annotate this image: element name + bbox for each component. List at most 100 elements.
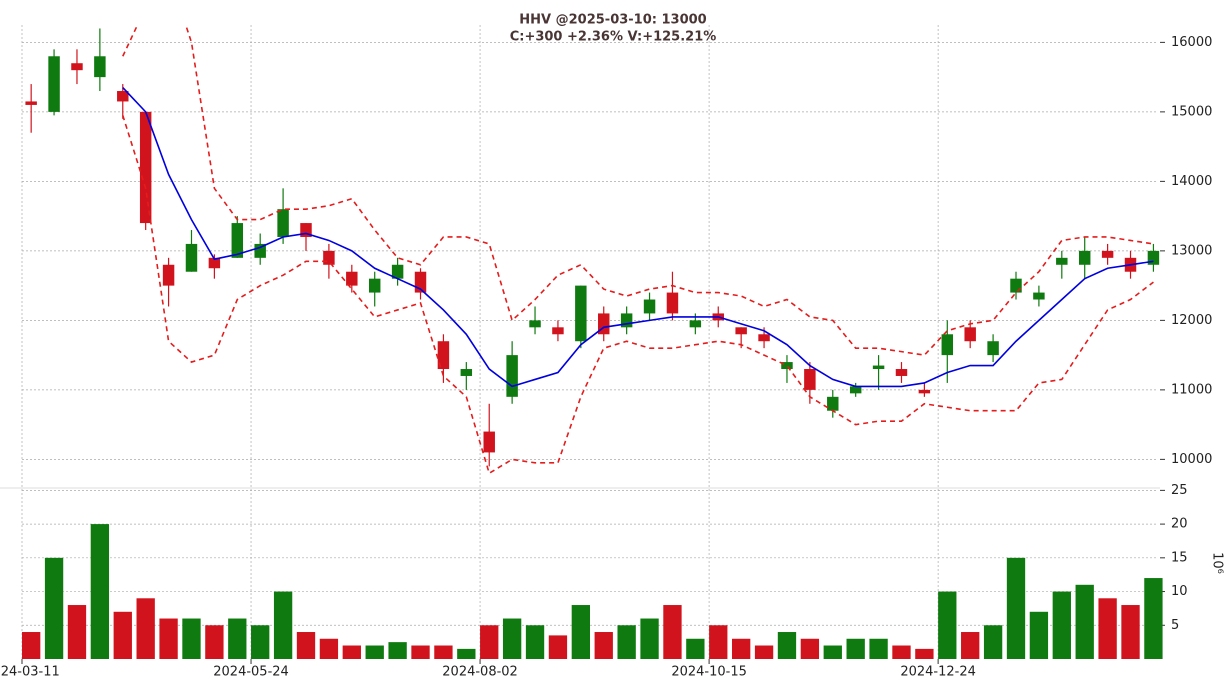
volume-bar (548, 635, 568, 659)
candle-body (506, 355, 518, 397)
candle-body (208, 257, 221, 269)
volume-bar (457, 648, 476, 659)
volume-bar (251, 625, 270, 659)
volume-bar (1029, 611, 1049, 659)
volume-bar (319, 638, 339, 659)
volume-bar (663, 605, 682, 659)
volume-bar (525, 625, 545, 659)
y-tick-label: 15000 (1171, 104, 1212, 119)
candle-body (781, 362, 793, 370)
candle-body (849, 386, 862, 394)
chart-subtitle: C:+300 +2.36% V:+125.21% (510, 30, 717, 45)
volume-bar (365, 645, 384, 659)
volume-bar (617, 625, 636, 659)
volume-bar (777, 632, 797, 659)
candle-body (689, 320, 702, 328)
volume-bar (594, 632, 613, 659)
candle-body (437, 341, 450, 370)
candle-body (987, 341, 999, 356)
volume-bar (846, 638, 865, 659)
candle-body (300, 223, 312, 237)
candle-body (71, 63, 83, 71)
candle-body (48, 56, 60, 112)
candle-body (162, 264, 175, 286)
candle-body (391, 264, 404, 279)
candle-body (346, 271, 358, 286)
y-tick-label: 11000 (1171, 382, 1212, 397)
candle-body (277, 209, 289, 237)
y-tick-label: 14000 (1171, 174, 1212, 189)
band-line (122, 25, 1154, 356)
volume-bar (434, 645, 453, 659)
volume-bar (1075, 584, 1094, 659)
volume-bar (228, 618, 247, 659)
y2-tick-label: 20 (1171, 517, 1188, 532)
candle-body (1147, 250, 1160, 265)
candle-body (185, 243, 198, 272)
candle-body (254, 243, 266, 258)
volume-bar (686, 638, 705, 659)
candle-body (918, 389, 931, 394)
candle-body (25, 101, 37, 105)
volume-bar (273, 591, 293, 659)
volume-bar (892, 645, 911, 659)
volume-bar (800, 638, 820, 659)
volume-bar (113, 611, 132, 659)
candle-body (1010, 278, 1022, 293)
candle-body (895, 369, 908, 376)
volume-bar (296, 632, 316, 659)
moving-average-line (122, 87, 1154, 388)
x-tick-label: 2024-12-24 (900, 665, 976, 680)
candle-body (368, 278, 381, 293)
candle-body (964, 327, 976, 342)
volume-bar (388, 642, 407, 659)
candle-body (483, 431, 495, 453)
candle-body (666, 292, 679, 314)
volume-bar (571, 605, 590, 659)
volume-bar (1121, 605, 1140, 659)
candle-body (552, 327, 564, 335)
volume-bar (1006, 557, 1026, 659)
band-line (122, 115, 1154, 475)
candle-body (804, 369, 816, 390)
candle-body (872, 365, 885, 370)
candle-body (1078, 250, 1091, 265)
y-tick-label: 13000 (1171, 243, 1212, 258)
volume-unit: 10⁶ (1210, 552, 1225, 574)
volume-bar (709, 625, 728, 659)
volume-bar (67, 605, 87, 659)
volume-bar (411, 645, 430, 659)
y2-tick-label: 15 (1171, 550, 1188, 565)
candle-body (598, 313, 610, 335)
volume-bar (1144, 578, 1163, 659)
volume-bar (205, 625, 224, 659)
y-tick-label: 12000 (1171, 313, 1212, 328)
volume-bar (342, 645, 361, 659)
volume-bar (22, 632, 41, 659)
y2-tick-label: 10 (1171, 584, 1188, 599)
candle-body (1033, 292, 1045, 300)
volume-bar (136, 598, 155, 659)
volume-bar (754, 645, 774, 659)
volume-bar (502, 618, 522, 659)
volume-bar (983, 625, 1003, 659)
candle-body (414, 271, 427, 293)
volume-bar (938, 591, 957, 659)
volume-bar (915, 648, 934, 659)
x-tick-label: 2024-05-24 (213, 665, 289, 680)
candle-body (758, 334, 770, 342)
x-tick-label: 2024-10-15 (671, 665, 747, 680)
x-tick-label: 2024-03-11 (0, 665, 60, 680)
volume-bar (732, 638, 751, 659)
candle-body (620, 313, 633, 328)
volume-bar (869, 638, 888, 659)
candle-body (941, 334, 954, 356)
x-tick-label: 2024-08-02 (442, 665, 518, 680)
candle-body (827, 396, 839, 411)
candle-body (1101, 250, 1114, 258)
volume-bar (44, 557, 64, 659)
volume-bar (823, 645, 842, 659)
candle-body (529, 320, 541, 328)
y-tick-label: 10000 (1171, 452, 1212, 467)
candle-body (323, 250, 335, 265)
